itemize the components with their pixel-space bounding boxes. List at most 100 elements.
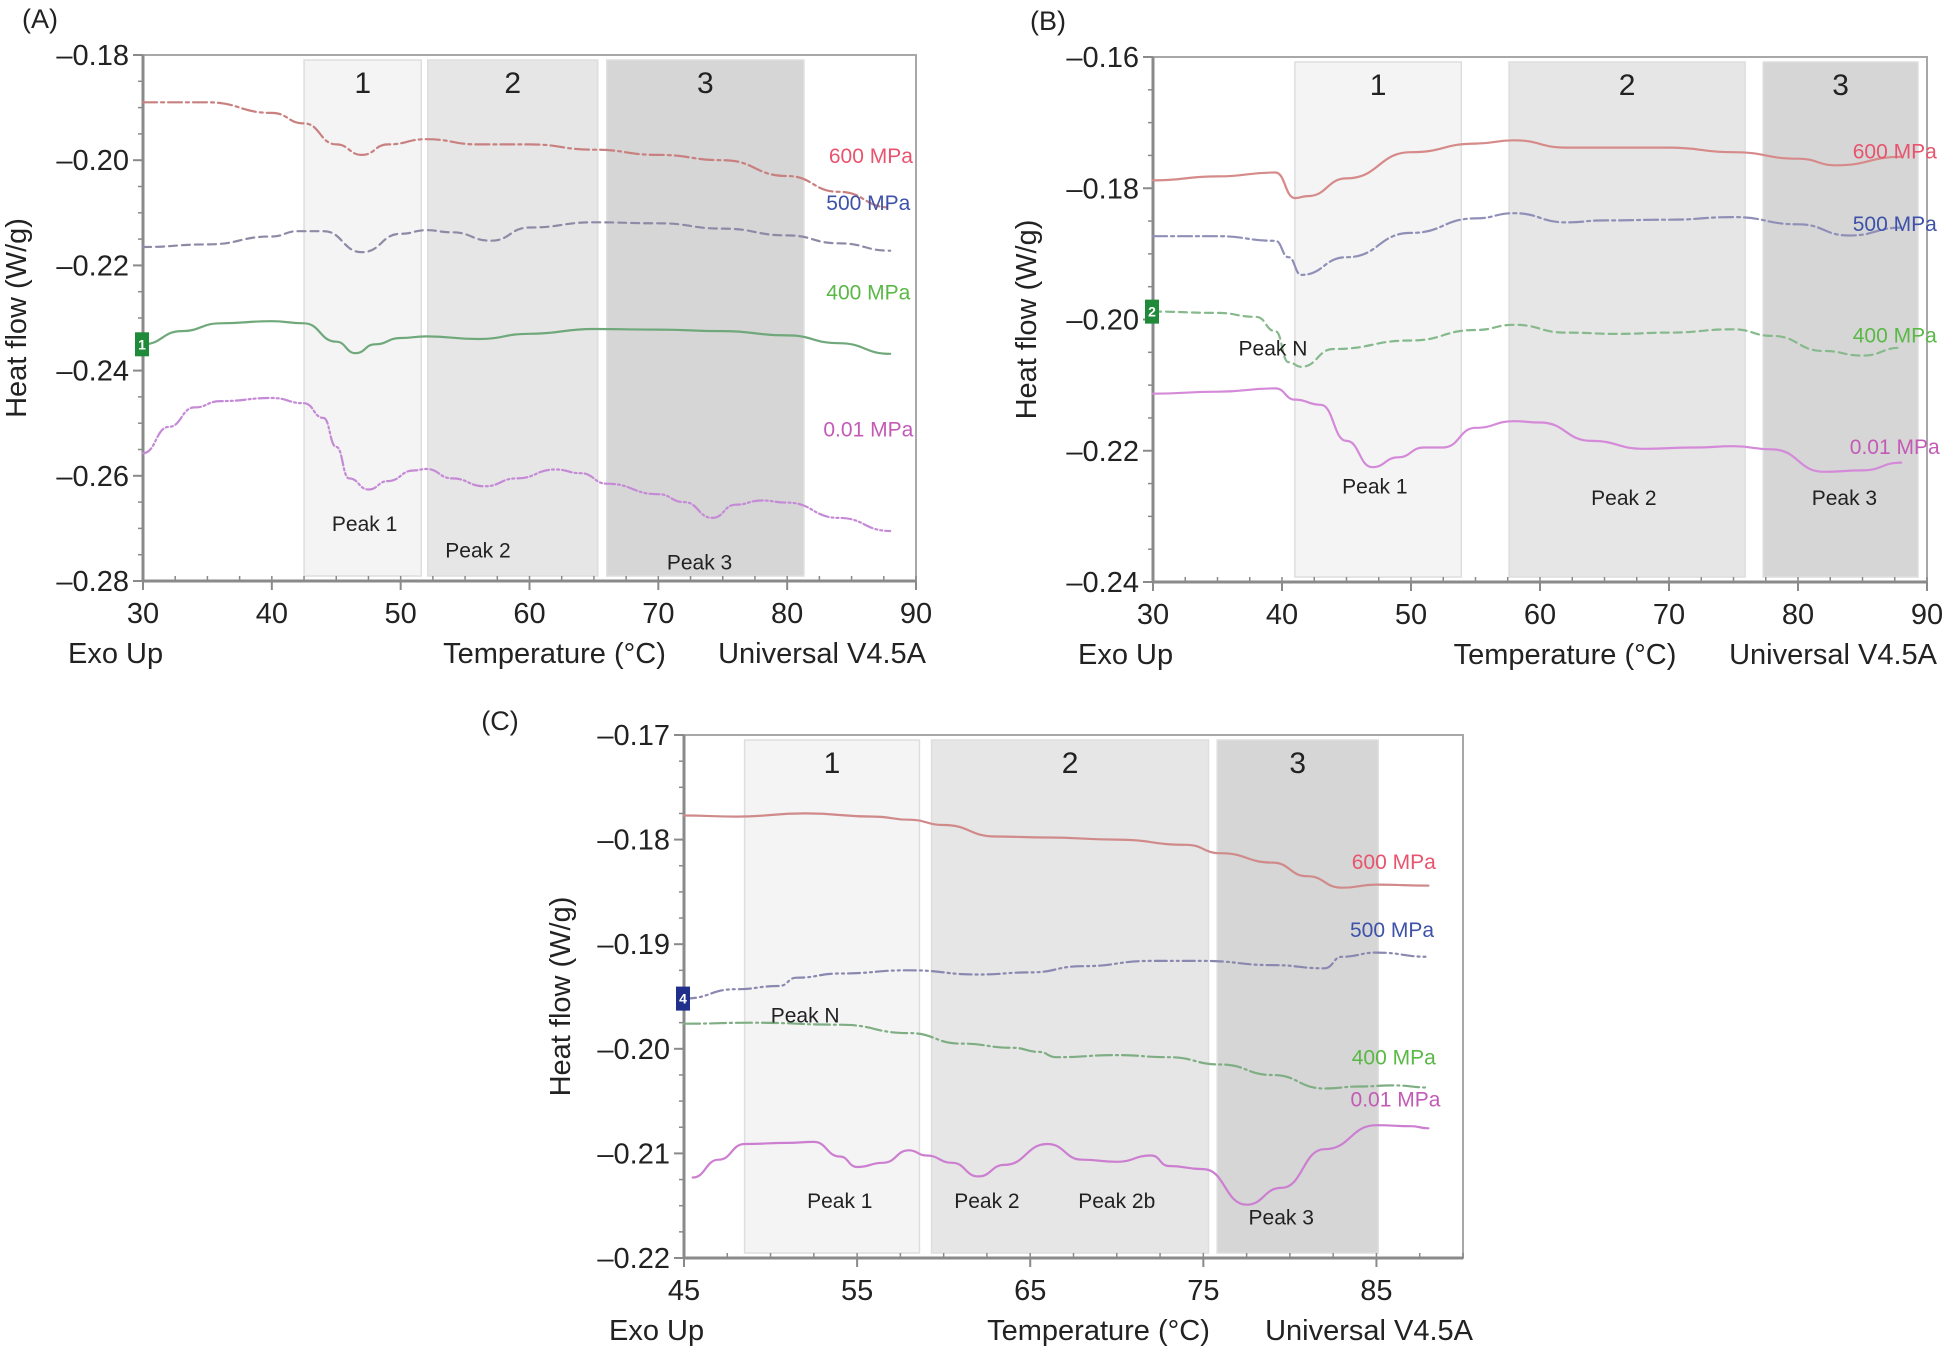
peak-annotation: Peak 2b <box>1078 1190 1155 1213</box>
exo-up-label: Exo Up <box>68 638 163 670</box>
y-axis-title: Heat flow (W/g) <box>545 897 577 1097</box>
shaded-region-1 <box>743 739 921 1254</box>
series-label: 500 MPa <box>826 192 910 215</box>
peak-annotation: Peak 1 <box>1342 475 1407 498</box>
series-line-600-mpa <box>1151 139 1903 200</box>
x-axis-title: Temperature (°C) <box>1454 639 1677 671</box>
x-axis-title: Temperature (°C) <box>987 1315 1210 1347</box>
software-version-label: Universal V4.5A <box>718 638 927 670</box>
y-tick-label: –0.20 <box>1066 305 1139 337</box>
software-version-label: Universal V4.5A <box>1729 639 1938 671</box>
region-number-label: 1 <box>354 67 371 100</box>
series-line-400-mpa <box>682 1021 1430 1090</box>
shaded-region-1 <box>303 59 423 577</box>
curve-marker-badge <box>1145 299 1159 324</box>
region-number-label: 2 <box>504 67 521 100</box>
x-tick-label: 30 <box>1137 599 1169 631</box>
curve-marker-badge <box>135 332 149 357</box>
y-tick-label: –0.24 <box>1066 567 1139 599</box>
x-tick-label: 80 <box>1782 599 1814 631</box>
x-tick-label: 90 <box>1911 599 1943 631</box>
series-line-600-mpa <box>682 812 1430 889</box>
y-tick-label: –0.24 <box>56 356 129 388</box>
series-label: 400 MPa <box>1853 324 1937 347</box>
x-tick-label: 50 <box>1395 599 1427 631</box>
panel-label: (C) <box>481 706 518 736</box>
x-tick-label: 40 <box>256 598 288 630</box>
y-tick-label: –0.21 <box>597 1138 670 1170</box>
series-label: 600 MPa <box>1352 851 1436 874</box>
series-line-500-mpa <box>682 951 1430 1000</box>
y-axis-title: Heat flow (W/g) <box>1 218 33 418</box>
y-tick-label: –0.26 <box>56 461 129 493</box>
series-line-0-01-mpa <box>141 396 892 533</box>
y-tick-label: –0.28 <box>56 566 129 598</box>
x-tick-label: 45 <box>668 1275 700 1307</box>
x-tick-label: 30 <box>127 598 159 630</box>
x-tick-label: 90 <box>900 598 932 630</box>
peak-annotation: Peak 2 <box>1591 487 1656 510</box>
peak-annotation: Peak 3 <box>1249 1207 1314 1230</box>
series-label: 500 MPa <box>1853 213 1937 236</box>
series-line-500-mpa <box>1151 212 1903 277</box>
x-tick-label: 70 <box>1653 599 1685 631</box>
series-line-0-01-mpa <box>691 1124 1430 1206</box>
curve-marker-number: 1 <box>138 336 146 352</box>
curve-marker-number: 4 <box>679 991 687 1007</box>
x-tick-label: 80 <box>771 598 803 630</box>
shaded-region-3 <box>606 59 805 577</box>
series-label: 0.01 MPa <box>1351 1088 1441 1111</box>
y-tick-label: –0.22 <box>1066 436 1139 468</box>
shaded-region-3 <box>1216 739 1379 1254</box>
region-number-label: 1 <box>824 747 841 780</box>
x-tick-label: 60 <box>513 598 545 630</box>
region-number-label: 2 <box>1062 747 1079 780</box>
exo-up-label: Exo Up <box>609 1315 704 1347</box>
peak-annotation: Peak 3 <box>667 551 732 574</box>
peak-annotation: Peak 2 <box>445 539 510 562</box>
series-line-0-01-mpa <box>1151 387 1903 473</box>
x-tick-label: 85 <box>1360 1275 1392 1307</box>
y-tick-label: –0.18 <box>56 40 129 72</box>
panel-label: (B) <box>1030 6 1066 36</box>
peak-annotation: Peak 2 <box>954 1190 1019 1213</box>
y-tick-label: –0.22 <box>597 1243 670 1275</box>
series-label: 400 MPa <box>826 282 910 305</box>
y-tick-label: –0.17 <box>597 720 670 752</box>
x-tick-label: 50 <box>385 598 417 630</box>
panel-label: (A) <box>22 4 58 34</box>
region-number-label: 3 <box>1289 747 1306 780</box>
x-tick-label: 40 <box>1266 599 1298 631</box>
y-tick-label: –0.16 <box>1066 42 1139 74</box>
y-tick-label: –0.18 <box>1066 173 1139 205</box>
y-tick-label: –0.18 <box>597 825 670 857</box>
y-tick-label: –0.20 <box>597 1034 670 1066</box>
region-number-label: 3 <box>1832 69 1849 102</box>
peak-annotation: Peak N <box>1239 338 1308 361</box>
shaded-region-2 <box>930 739 1210 1254</box>
series-label: 600 MPa <box>1853 141 1937 164</box>
series-line-500-mpa <box>141 221 892 254</box>
x-tick-label: 65 <box>1014 1275 1046 1307</box>
x-tick-label: 75 <box>1187 1275 1219 1307</box>
curve-marker-badge <box>676 986 690 1011</box>
region-number-label: 3 <box>697 67 714 100</box>
exo-up-label: Exo Up <box>1078 639 1173 671</box>
shaded-region-2 <box>426 59 599 577</box>
y-axis-title: Heat flow (W/g) <box>1011 220 1043 420</box>
series-line-400-mpa <box>1151 310 1903 368</box>
region-number-label: 2 <box>1619 69 1636 102</box>
y-tick-label: –0.22 <box>56 250 129 282</box>
shaded-region-1 <box>1294 61 1463 578</box>
series-label: 0.01 MPa <box>823 418 913 441</box>
peak-annotation: Peak 1 <box>332 513 397 536</box>
series-label: 600 MPa <box>829 145 913 168</box>
software-version-label: Universal V4.5A <box>1265 1315 1474 1347</box>
series-label: 0.01 MPa <box>1850 436 1940 459</box>
x-axis-title: Temperature (°C) <box>443 638 666 670</box>
x-tick-label: 70 <box>642 598 674 630</box>
shaded-region-3 <box>1762 61 1919 578</box>
